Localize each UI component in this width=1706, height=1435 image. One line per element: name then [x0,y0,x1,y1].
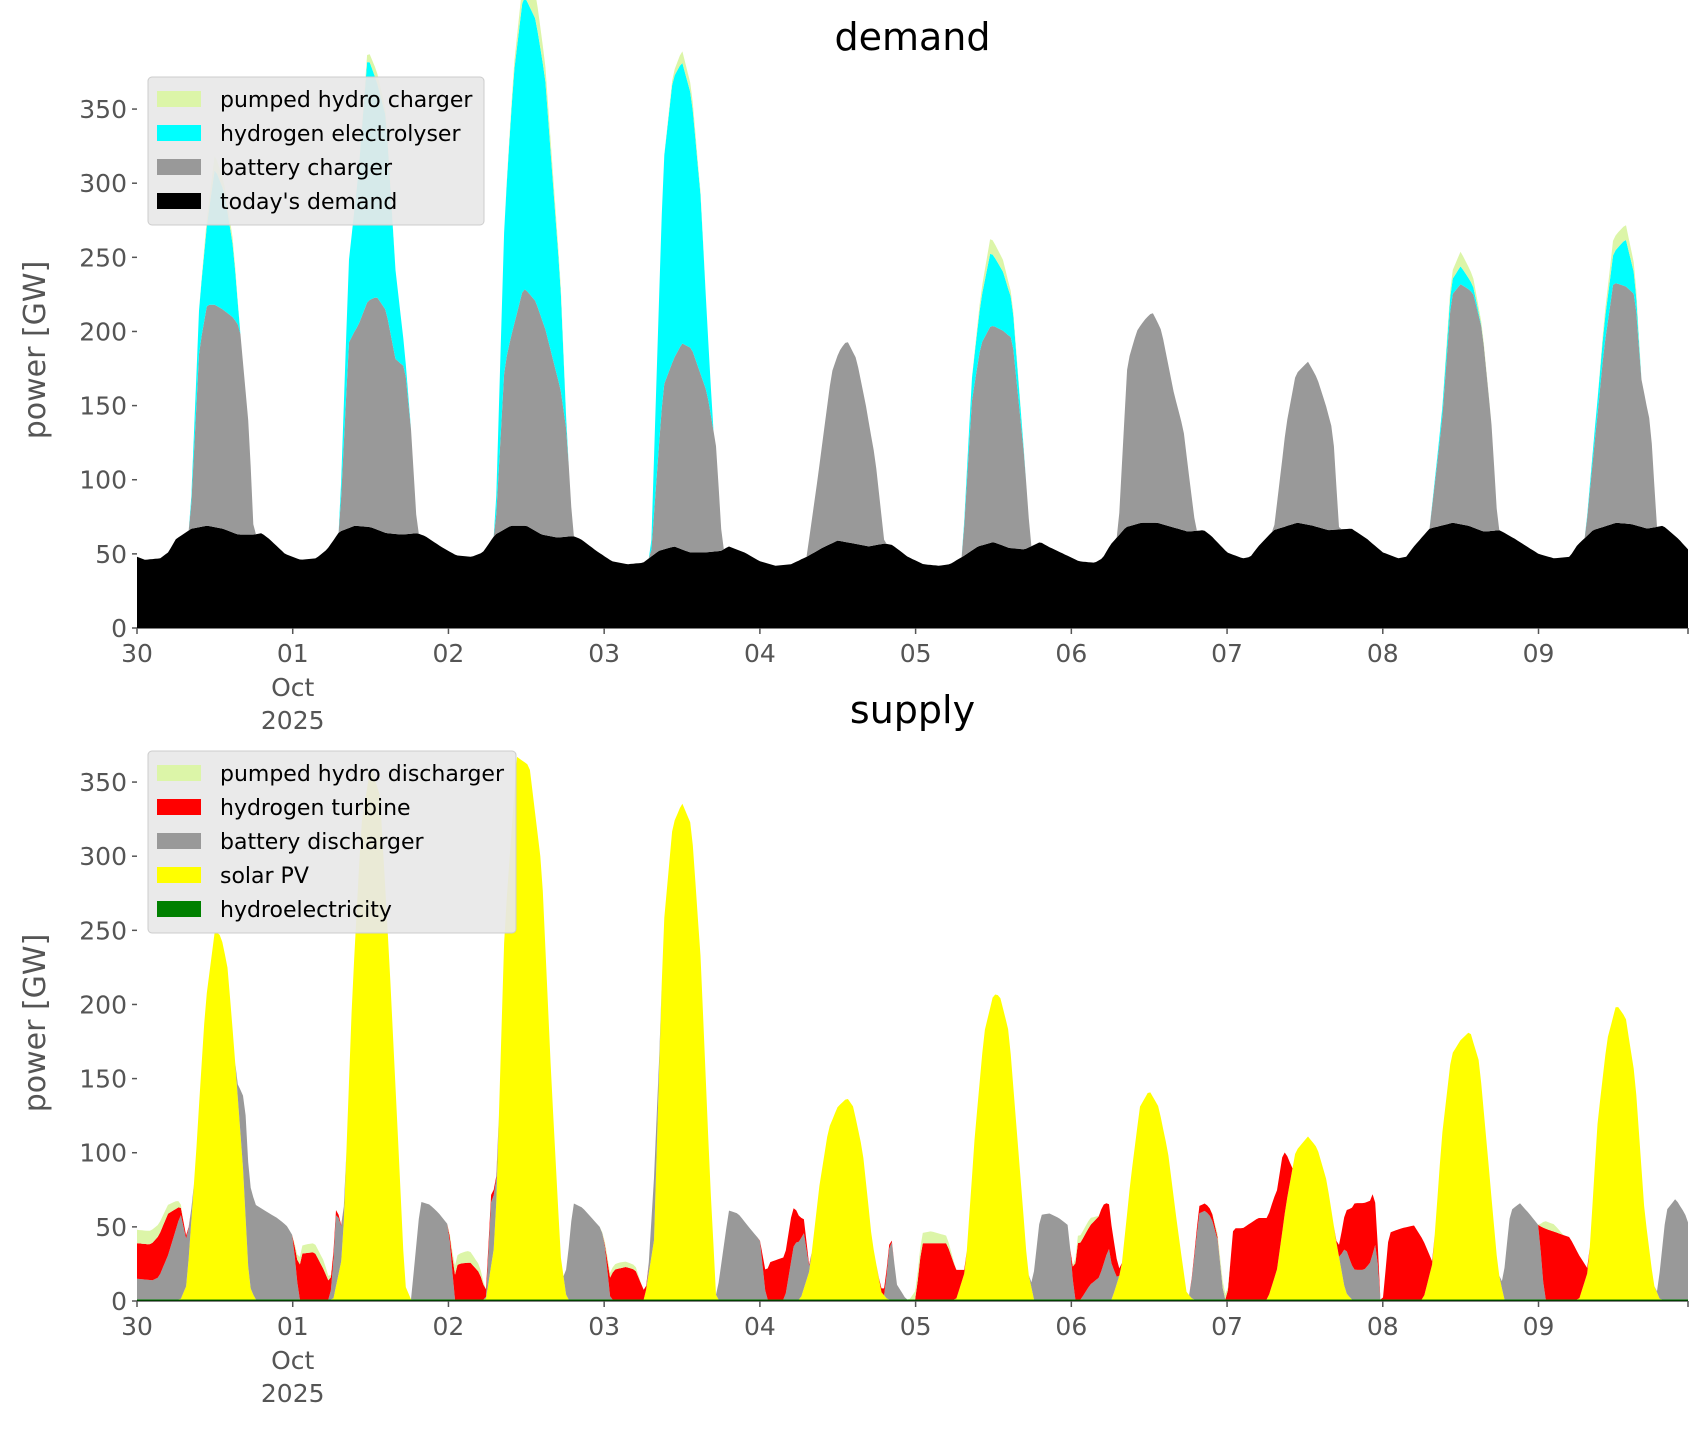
supply-y-tick-label: 250 [79,916,127,945]
supply-legend-label-battery-discharger: battery discharger [220,830,425,855]
demand-title: demand [834,15,990,59]
supply-x-tick-sublabel: Oct [271,1346,314,1375]
demand-x-tick-label: 02 [433,639,465,668]
supply-x-tick-sublabel: 2025 [261,1379,325,1408]
demand-y-tick-label: 200 [79,317,127,346]
demand-x-tick-sublabel: 2025 [261,706,325,735]
supply-y-axis-label: power [GW] [18,934,53,1113]
supply-y-tick-label: 150 [79,1065,127,1094]
demand-legend-swatch-hydrogen-electrolyser [157,125,201,141]
demand-y-axis-label: power [GW] [18,261,53,440]
demand-y-tick-label: 0 [111,614,127,643]
demand-legend-label-hydrogen-electrolyser: hydrogen electrolyser [220,122,461,147]
supply-x-tick-label: 09 [1523,1312,1555,1341]
demand-x-tick-label: 04 [744,639,776,668]
demand-area-battery-charger [137,283,1688,566]
supply-legend-label-solar-pv: solar PV [220,864,309,889]
supply-legend-label-pumped-hydro-discharger: pumped hydro discharger [220,762,505,787]
demand-y-tick-label: 350 [79,95,127,124]
supply-title: supply [850,688,975,732]
supply-legend-swatch-pumped-hydro-discharger [157,765,201,781]
demand-x-tick-label: 30 [121,639,153,668]
supply-x-tick-label: 01 [277,1312,309,1341]
demand-x-tick-label: 09 [1523,639,1555,668]
demand-x-tick-label: 06 [1055,639,1087,668]
supply-x-tick-label: 04 [744,1312,776,1341]
supply-legend-swatch-battery-discharger [157,833,201,849]
supply-y-tick-label: 200 [79,990,127,1019]
demand-y-tick-label: 150 [79,392,127,421]
supply-x-tick-label: 03 [588,1312,620,1341]
supply-y-tick-label: 300 [79,842,127,871]
supply-area-battery-discharger [137,756,1688,1300]
demand-x-tick-label: 07 [1211,639,1243,668]
supply-x-tick-label: 08 [1367,1312,1399,1341]
supply-y-tick-label: 0 [111,1287,127,1316]
demand-x-tick-label: 08 [1367,639,1399,668]
supply-x-tick-label: 02 [433,1312,465,1341]
demand-legend-swatch-today-s-demand [157,193,201,209]
supply-x-tick-label: 05 [900,1312,932,1341]
supply-legend-swatch-hydrogen-turbine [157,799,201,815]
demand-y-tick-label: 50 [95,540,127,569]
demand-area-today-s-demand [137,522,1688,628]
supply-legend-label-hydrogen-turbine: hydrogen turbine [220,796,411,821]
supply-legend [147,750,517,934]
supply-y-tick-label: 100 [79,1139,127,1168]
demand-legend [147,76,485,226]
supply-x-tick-label: 07 [1211,1312,1243,1341]
supply-x-tick-label: 06 [1055,1312,1087,1341]
demand-y-tick-label: 300 [79,169,127,198]
demand-legend-label-pumped-hydro-charger: pumped hydro charger [220,88,473,113]
demand-legend-swatch-battery-charger [157,159,201,175]
demand-y-tick-label: 250 [79,243,127,272]
demand-area-hydrogen-electrolyser [137,0,1688,566]
demand-x-tick-label: 01 [277,639,309,668]
demand-y-tick-label: 100 [79,466,127,495]
supply-y-tick-label: 50 [95,1213,127,1242]
demand-legend-swatch-pumped-hydro-charger [157,91,201,107]
demand-x-tick-label: 03 [588,639,620,668]
supply-area-solar-pv [137,756,1688,1300]
supply-x-tick-label: 30 [121,1312,153,1341]
supply-y-tick-label: 350 [79,768,127,797]
supply-legend-swatch-hydroelectricity [157,901,201,917]
demand-x-tick-sublabel: Oct [271,673,314,702]
demand-legend-label-battery-charger: battery charger [220,156,393,181]
demand-legend-label-today-s-demand: today's demand [220,190,397,215]
supply-legend-swatch-solar-pv [157,867,201,883]
demand-x-tick-label: 05 [900,639,932,668]
supply-legend-label-hydroelectricity: hydroelectricity [220,898,392,923]
